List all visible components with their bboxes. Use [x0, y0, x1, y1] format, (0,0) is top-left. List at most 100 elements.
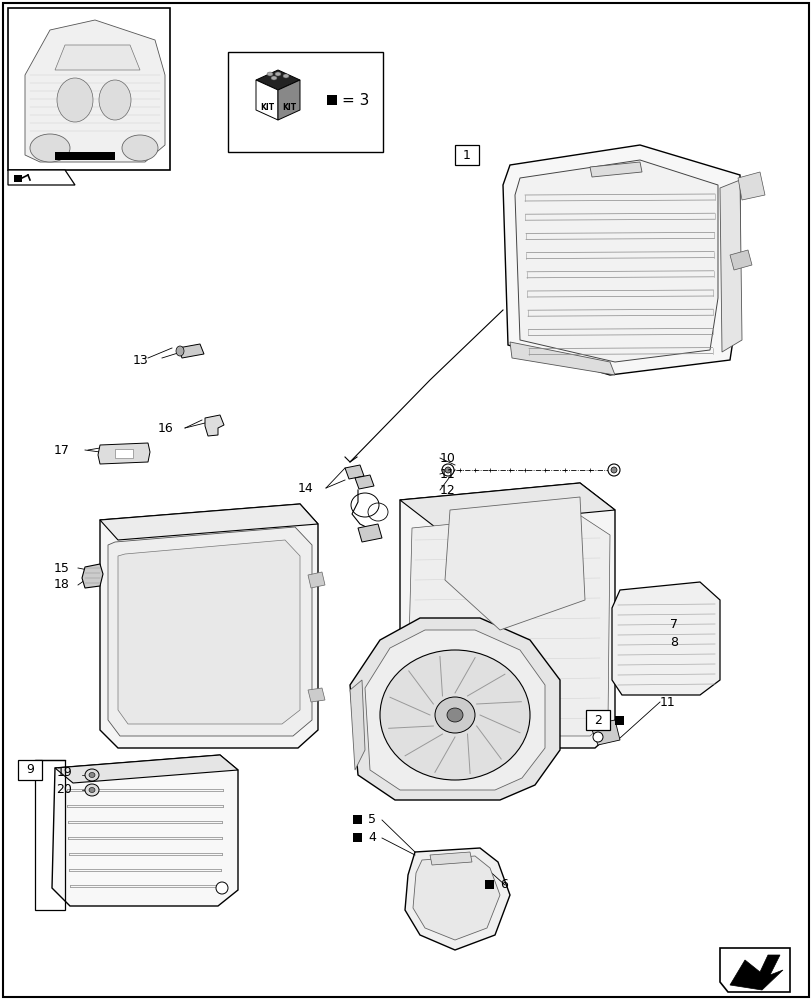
Text: 11: 11 [440, 468, 455, 481]
Ellipse shape [176, 346, 184, 356]
Polygon shape [719, 180, 741, 352]
Text: 16: 16 [157, 422, 173, 434]
Polygon shape [82, 564, 103, 588]
Text: 7: 7 [669, 618, 677, 632]
Text: 20: 20 [56, 783, 72, 796]
Polygon shape [204, 415, 224, 436]
Polygon shape [400, 483, 614, 527]
Polygon shape [514, 160, 717, 362]
Text: 11: 11 [659, 696, 675, 708]
Text: KIT: KIT [281, 103, 296, 112]
Text: 4: 4 [367, 831, 375, 844]
Text: 18: 18 [54, 578, 70, 591]
Polygon shape [590, 162, 642, 177]
Polygon shape [430, 852, 471, 865]
Text: 14: 14 [297, 482, 312, 494]
Polygon shape [737, 172, 764, 200]
Polygon shape [611, 582, 719, 695]
Text: 17: 17 [54, 444, 70, 456]
Text: 10: 10 [440, 452, 455, 464]
Text: 2: 2 [594, 714, 601, 726]
Ellipse shape [122, 135, 158, 161]
Bar [454, 145, 478, 165]
Polygon shape [350, 680, 365, 770]
Ellipse shape [441, 464, 453, 476]
Text: 15: 15 [54, 562, 70, 574]
Bar [353, 815, 362, 824]
Bar [18, 760, 42, 780]
Polygon shape [590, 720, 620, 745]
Ellipse shape [592, 732, 603, 742]
Bar [586, 710, 609, 730]
Ellipse shape [85, 784, 99, 796]
Polygon shape [118, 540, 299, 724]
Bar [8, 8, 169, 170]
Polygon shape [98, 443, 150, 464]
Ellipse shape [275, 72, 281, 76]
Polygon shape [25, 20, 165, 162]
Text: 6: 6 [500, 878, 507, 891]
Bar [327, 95, 337, 105]
Bar [615, 716, 624, 724]
Polygon shape [55, 755, 238, 783]
Text: = 3: = 3 [341, 93, 369, 108]
Ellipse shape [444, 467, 450, 473]
Text: 19: 19 [56, 766, 72, 779]
Bar [55, 152, 115, 160]
Polygon shape [509, 342, 614, 375]
Bar [228, 52, 383, 152]
Polygon shape [354, 475, 374, 489]
Polygon shape [400, 483, 614, 748]
Polygon shape [358, 524, 381, 542]
Polygon shape [255, 80, 277, 120]
Ellipse shape [610, 467, 616, 473]
Polygon shape [100, 504, 318, 540]
Text: 9: 9 [26, 763, 34, 776]
Polygon shape [108, 527, 311, 736]
Text: 13: 13 [132, 354, 148, 366]
Ellipse shape [380, 650, 530, 780]
Polygon shape [444, 497, 584, 630]
Polygon shape [345, 465, 363, 479]
Ellipse shape [435, 697, 474, 733]
Ellipse shape [57, 78, 93, 122]
Bar [353, 833, 362, 842]
Text: 5: 5 [367, 813, 375, 826]
Ellipse shape [216, 882, 228, 894]
Polygon shape [14, 175, 22, 182]
Ellipse shape [85, 769, 99, 781]
Polygon shape [719, 948, 789, 992]
Polygon shape [405, 848, 509, 950]
Ellipse shape [446, 708, 462, 722]
Text: 8: 8 [669, 636, 677, 648]
Bar [35, 760, 65, 910]
Polygon shape [55, 45, 139, 70]
Text: 12: 12 [440, 484, 455, 496]
Text: 1: 1 [462, 149, 470, 162]
Polygon shape [502, 145, 739, 375]
Polygon shape [277, 80, 299, 120]
Bar [485, 880, 494, 889]
Ellipse shape [89, 787, 95, 792]
Polygon shape [307, 572, 324, 588]
Polygon shape [52, 755, 238, 906]
Ellipse shape [283, 74, 289, 78]
Bar [115, 449, 133, 458]
Text: KIT: KIT [260, 103, 274, 112]
Ellipse shape [89, 772, 95, 777]
Ellipse shape [30, 134, 70, 162]
Polygon shape [8, 170, 75, 185]
Polygon shape [100, 504, 318, 748]
Ellipse shape [271, 76, 277, 80]
Polygon shape [406, 512, 609, 736]
Ellipse shape [267, 72, 272, 76]
Polygon shape [413, 856, 500, 940]
Polygon shape [350, 618, 560, 800]
Polygon shape [729, 250, 751, 270]
Polygon shape [307, 688, 324, 702]
Polygon shape [178, 344, 204, 358]
Ellipse shape [99, 80, 131, 120]
Ellipse shape [607, 464, 620, 476]
Polygon shape [255, 70, 299, 90]
Polygon shape [729, 955, 782, 990]
